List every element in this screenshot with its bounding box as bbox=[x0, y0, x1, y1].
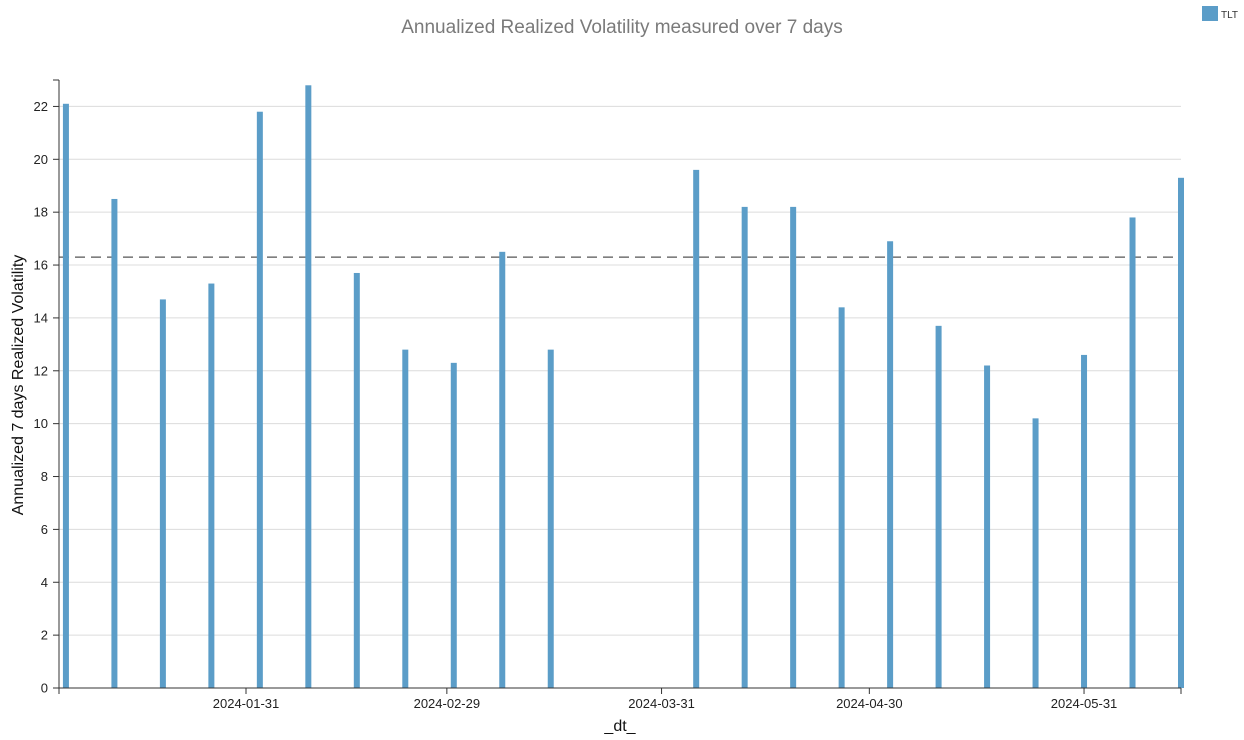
bar bbox=[984, 365, 991, 688]
bar bbox=[1032, 418, 1039, 688]
bar bbox=[838, 307, 845, 688]
y-tick-label: 4 bbox=[41, 575, 48, 590]
y-tick-label: 20 bbox=[34, 152, 48, 167]
y-tick-label: 2 bbox=[41, 628, 48, 643]
chart-title: Annualized Realized Volatility measured … bbox=[401, 17, 842, 38]
bar bbox=[256, 111, 263, 688]
bar bbox=[1178, 177, 1184, 688]
bar bbox=[353, 272, 360, 688]
y-axis-label: Annualized 7 days Realized Volatility bbox=[10, 255, 27, 516]
bar bbox=[62, 103, 69, 688]
legend[interactable]: TLT bbox=[1202, 6, 1238, 21]
y-tick-label: 12 bbox=[34, 363, 48, 378]
bars bbox=[62, 85, 1184, 688]
y-axis: 0 2 4 6 8 10 12 14 16 18 20 22 bbox=[34, 79, 60, 696]
bar bbox=[1081, 354, 1088, 688]
bar bbox=[741, 206, 748, 688]
x-tick-label: 2024-05-31 bbox=[1051, 696, 1118, 711]
bar bbox=[159, 299, 166, 688]
y-tick-label: 22 bbox=[34, 99, 48, 114]
x-axis-label: _dt_ bbox=[603, 718, 636, 735]
x-axis: 2024-01-31 2024-02-29 2024-03-31 2024-04-30… bbox=[58, 687, 1182, 711]
x-tick-label: 2024-03-31 bbox=[628, 696, 695, 711]
bar bbox=[790, 206, 797, 688]
x-tick-label: 2024-02-29 bbox=[414, 696, 481, 711]
legend-swatch bbox=[1202, 6, 1218, 21]
bar bbox=[305, 85, 312, 688]
y-tick-label: 8 bbox=[41, 469, 48, 484]
x-tick-label: 2024-01-31 bbox=[213, 696, 280, 711]
y-tick-label: 14 bbox=[34, 310, 48, 325]
bar bbox=[547, 349, 554, 688]
bar bbox=[1129, 217, 1136, 688]
x-tick-label: 2024-04-30 bbox=[836, 696, 903, 711]
y-tick-label: 0 bbox=[41, 681, 48, 696]
bar bbox=[499, 251, 506, 688]
bar bbox=[935, 325, 942, 688]
y-tick-label: 16 bbox=[34, 258, 48, 273]
bar bbox=[450, 362, 457, 688]
bar bbox=[887, 241, 894, 688]
y-grid bbox=[59, 105, 1181, 636]
y-tick-label: 18 bbox=[34, 205, 48, 220]
legend-label: TLT bbox=[1221, 10, 1238, 21]
bar bbox=[111, 198, 118, 688]
bar bbox=[208, 283, 215, 688]
bar bbox=[693, 169, 700, 688]
y-tick-label: 6 bbox=[41, 522, 48, 537]
bar bbox=[402, 349, 409, 688]
y-tick-label: 10 bbox=[34, 416, 48, 431]
